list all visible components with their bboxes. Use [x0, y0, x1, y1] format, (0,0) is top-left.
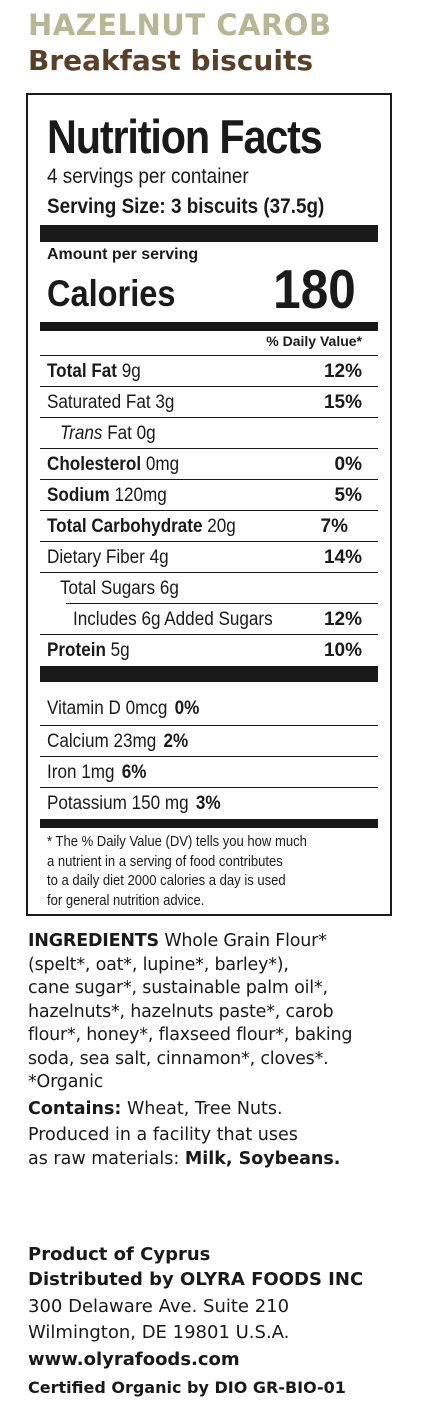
product-subtitle: Breakfast biscuits	[28, 44, 314, 77]
nutrient-name: Total Fat	[47, 361, 117, 382]
organic-certification: Certified Organic by DIO GR-BIO-01	[28, 1378, 346, 1397]
nutrient-amount: 20g	[207, 516, 236, 537]
nutrition-facts-panel: Nutrition Facts 4 servings per container…	[26, 93, 392, 916]
calories-value: 180	[273, 258, 356, 320]
nutrient-amount: 0g	[136, 423, 156, 444]
ingredients-line: cane sugar*, sustainable palm oil*,	[28, 978, 328, 998]
nutrient-name-italic: Trans	[60, 423, 103, 444]
footnote-line: for general nutrition advice.	[47, 892, 205, 909]
nutrient-row-total-carbohydrate: Total Carbohydrate 20g 7%	[40, 510, 378, 541]
nutrient-row-cholesterol: Cholesterol 0mg 0%	[40, 448, 378, 479]
vitamin-dv: 2%	[163, 731, 189, 752]
product-origin: Product of Cyprus	[28, 1244, 211, 1265]
contains-text: Wheat, Tree Nuts.	[126, 1099, 283, 1119]
nutrient-row-saturated-fat: Saturated Fat 3g 15%	[40, 386, 378, 417]
vitamin-row-potassium: Potassium 150 mg 3%	[40, 787, 378, 818]
organic-note: *Organic	[28, 1072, 104, 1092]
nutrient-dv: 15%	[323, 392, 362, 413]
serving-size: Serving Size: 3 biscuits (37.5g)	[47, 195, 325, 218]
footnote-line: a nutrient in a serving of food contribu…	[47, 853, 283, 870]
ingredients-line: hazelnuts*, hazelnuts paste*, carob	[28, 1001, 334, 1022]
facility-line: as raw materials:	[28, 1148, 180, 1169]
thick-divider	[40, 225, 378, 242]
nutrient-amount: 4g	[149, 547, 169, 568]
footnote-line: to a daily diet 2000 calories a day is u…	[47, 873, 286, 889]
nutrient-name: Cholesterol	[47, 454, 142, 475]
nutrient-row-total-fat: Total Fat 9g 12%	[40, 355, 378, 386]
amount-per-serving: Amount per serving	[47, 246, 199, 263]
vitamin-dv: 3%	[195, 793, 221, 814]
vitamin-dv: 0%	[174, 698, 200, 719]
nutrient-row-total-sugars: Total Sugars 6g	[40, 572, 378, 603]
daily-value-footnote: * The % Daily Value (DV) tells you how m…	[47, 833, 371, 911]
ingredients-list: INGREDIENTS Whole Grain Flour* (spelt*, …	[28, 930, 408, 1095]
nutrient-name: Protein	[47, 640, 106, 661]
vitamin-name: Iron	[47, 762, 77, 783]
vitamin-row-vitamin-d: Vitamin D 0mcg 0%	[40, 693, 378, 724]
vitamin-amount: 1mg	[81, 762, 115, 783]
distributed-by-label: Distributed by	[28, 1269, 174, 1290]
daily-value-header: % Daily Value*	[266, 333, 362, 349]
nutrient-dv: 12%	[323, 361, 362, 382]
footnote-line: * The % Daily Value (DV) tells you how m…	[47, 834, 307, 850]
calories-label: Calories	[47, 273, 176, 314]
vitamin-name: Vitamin D	[47, 698, 121, 719]
ingredients-label: INGREDIENTS	[28, 931, 159, 951]
allergen-contains: Contains: Wheat, Tree Nuts.	[28, 1098, 408, 1122]
vitamin-row-calcium: Calcium 23mg 2%	[40, 725, 378, 756]
ingredients-line: Whole Grain Flour*	[164, 931, 327, 951]
nutrient-name: Dietary Fiber	[47, 547, 145, 568]
product-name: HAZELNUT CAROB	[28, 8, 332, 42]
thick-divider	[40, 666, 378, 682]
nutrient-name: Saturated Fat	[47, 392, 151, 413]
facility-statement: Produced in a facility that uses as raw …	[28, 1124, 408, 1171]
ingredients-line: flour*, honey*, flaxseed flour*, baking	[28, 1025, 353, 1045]
nutrient-amount: 120mg	[114, 485, 167, 506]
nutrient-amount: 0mg	[145, 454, 180, 475]
vitamin-name: Potassium	[47, 793, 127, 814]
vitamin-amount: 150 mg	[131, 793, 189, 814]
nutrient-name: Total Sugars	[60, 578, 156, 599]
distributor-name: OLYRA FOODS INC	[180, 1269, 364, 1290]
nutrient-dv: 0%	[334, 454, 362, 475]
address-line-1: 300 Delaware Ave. Suite 210	[28, 1296, 290, 1317]
nutrient-name: Total Carbohydrate	[47, 516, 203, 537]
website: www.olyrafoods.com	[28, 1349, 240, 1370]
nutrient-amount: 6g	[159, 578, 179, 599]
nutrient-row-added-sugars: Includes 6g Added Sugars 12%	[66, 603, 378, 634]
nutrient-dv: 7%	[320, 516, 348, 537]
ingredients-line: (spelt*, oat*, lupine*, barley*),	[28, 954, 289, 975]
nutrient-amount: 9g	[121, 361, 141, 382]
nutrient-amount: 3g	[155, 392, 175, 413]
nutrient-dv: 5%	[334, 485, 362, 506]
nutrient-dv: 12%	[323, 609, 362, 630]
medium-divider	[40, 322, 378, 331]
nutrient-row-dietary-fiber: Dietary Fiber 4g 14%	[40, 541, 378, 572]
vitamin-amount: 23mg	[113, 731, 157, 752]
distributor-line: Distributed by OLYRA FOODS INC	[28, 1269, 363, 1290]
vitamin-dv: 6%	[121, 762, 147, 783]
nutrition-facts-title: Nutrition Facts	[47, 110, 323, 163]
medium-divider	[40, 819, 378, 828]
nutrient-name: Fat	[107, 423, 132, 444]
vitamin-amount: 0mcg	[125, 698, 168, 719]
servings-per-container: 4 servings per container	[47, 165, 249, 188]
nutrient-amount: 5g	[110, 640, 130, 661]
ingredients-line: soda, sea salt, cinnamon*, cloves*.	[28, 1048, 329, 1069]
facility-line: Produced in a facility that uses	[28, 1125, 298, 1145]
nutrient-row-sodium: Sodium 120mg 5%	[40, 479, 378, 510]
nutrient-name: Includes 6g Added Sugars	[73, 609, 273, 630]
nutrient-name: Sodium	[47, 485, 110, 506]
contains-label: Contains:	[28, 1099, 122, 1119]
nutrient-dv: 10%	[323, 640, 362, 661]
vitamin-name: Calcium	[47, 731, 109, 752]
vitamin-row-iron: Iron 1mg 6%	[40, 756, 378, 787]
address-line-2: Wilmington, DE 19801 U.S.A.	[28, 1322, 290, 1343]
nutrient-row-trans-fat: Trans Fat 0g	[40, 417, 378, 448]
nutrient-row-protein: Protein 5g 10%	[40, 634, 378, 665]
raw-materials: Milk, Soybeans.	[184, 1148, 341, 1169]
nutrient-dv: 14%	[323, 547, 362, 568]
